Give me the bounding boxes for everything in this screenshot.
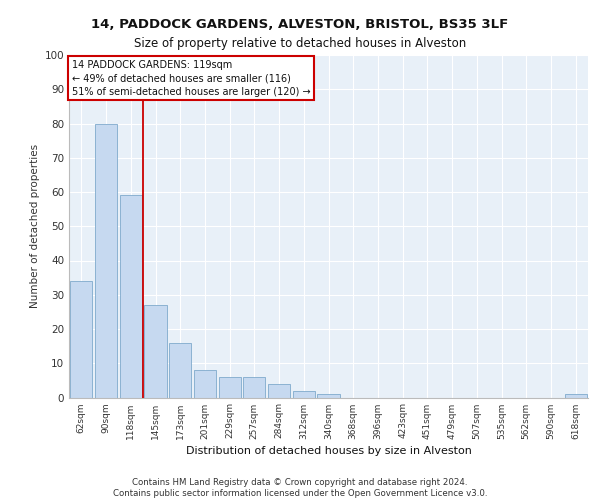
Bar: [169, 342, 191, 398]
Text: 14, PADDOCK GARDENS, ALVESTON, BRISTOL, BS35 3LF: 14, PADDOCK GARDENS, ALVESTON, BRISTOL, …: [91, 18, 509, 30]
Bar: [268, 384, 290, 398]
Y-axis label: Number of detached properties: Number of detached properties: [31, 144, 40, 308]
Bar: [218, 377, 241, 398]
Bar: [194, 370, 216, 398]
Bar: [119, 196, 142, 398]
Text: Contains HM Land Registry data © Crown copyright and database right 2024.
Contai: Contains HM Land Registry data © Crown c…: [113, 478, 487, 498]
X-axis label: Distribution of detached houses by size in Alveston: Distribution of detached houses by size …: [185, 446, 472, 456]
Bar: [243, 377, 265, 398]
Bar: [70, 281, 92, 398]
Bar: [565, 394, 587, 398]
Bar: [145, 305, 167, 398]
Text: Size of property relative to detached houses in Alveston: Size of property relative to detached ho…: [134, 38, 466, 51]
Bar: [95, 124, 117, 398]
Text: 14 PADDOCK GARDENS: 119sqm
← 49% of detached houses are smaller (116)
51% of sem: 14 PADDOCK GARDENS: 119sqm ← 49% of deta…: [71, 60, 310, 96]
Bar: [293, 390, 315, 398]
Bar: [317, 394, 340, 398]
